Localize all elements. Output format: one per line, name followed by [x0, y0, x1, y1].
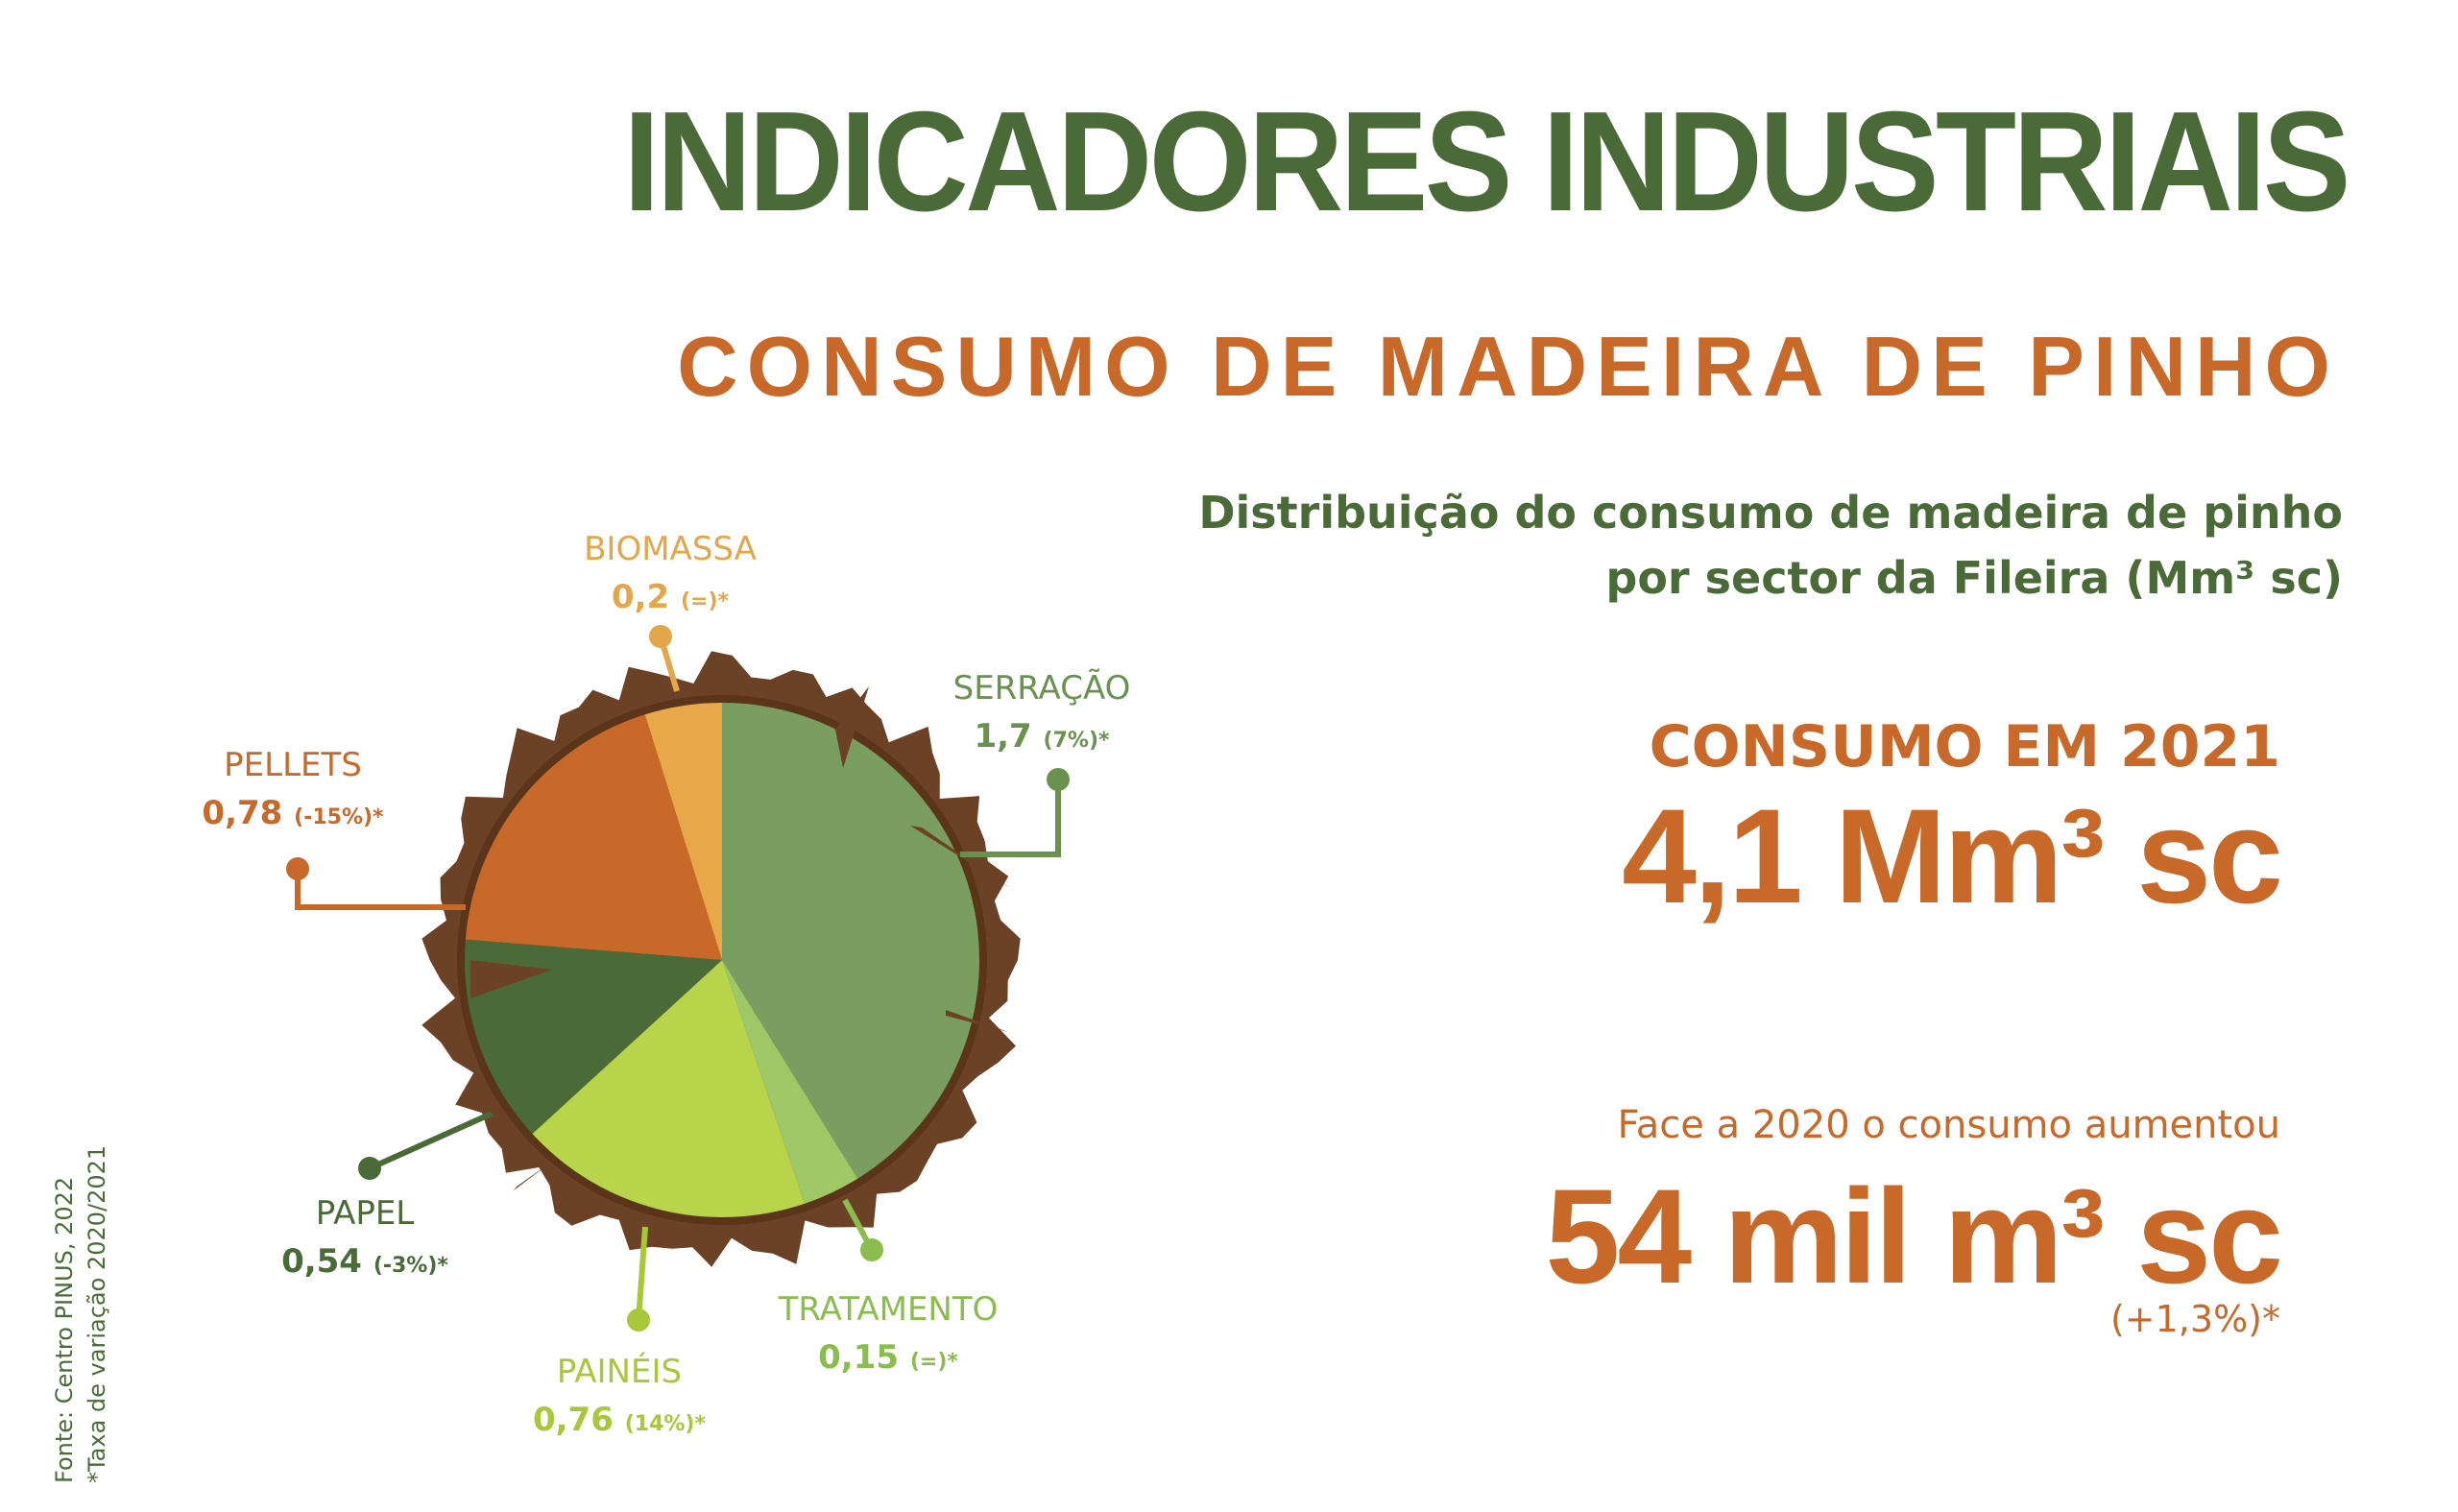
leader-line-4 [295, 869, 466, 910]
pie-slice-1 [722, 960, 858, 1204]
pie-chart: SERRAÇÃO 1,7 (7%)* TRATAMENTO 0,15 (=)* PAIN… [202, 530, 1131, 1439]
slice-value-label-2: 0,76 (14%)* [533, 1401, 707, 1439]
leader-dot-2 [627, 1308, 650, 1332]
main-title: INDICADORES INDUSTRIAIS [623, 83, 2350, 241]
leader-line-2 [636, 1226, 648, 1321]
slice-name-label-2: PAINÉIS [557, 1352, 682, 1391]
bark-crack-1 [835, 686, 869, 768]
leader-line-0 [960, 780, 1061, 857]
bark-crack-4 [514, 1162, 552, 1190]
slice-value-1: 0,15 [818, 1338, 910, 1377]
slice-value-label-3: 0,54 (-3%)* [281, 1242, 448, 1281]
slice-value-4: 0,78 [202, 794, 294, 832]
slice-value-label-1: 0,15 (=)* [818, 1338, 958, 1377]
slice-name-label-0: SERRAÇÃO [953, 669, 1131, 708]
slice-name-label-3: PAPEL [316, 1194, 415, 1233]
slice-name-label-1: TRATAMENTO [778, 1290, 999, 1329]
face-variation: (+1,3%)* [2109, 1298, 2280, 1340]
pie-slice-0 [722, 703, 979, 1179]
slice-value-2: 0,76 [533, 1401, 625, 1439]
slice-variation-5: (=)* [681, 589, 730, 613]
slice-value-0: 1,7 [974, 717, 1043, 756]
leader-dot-5 [649, 625, 672, 648]
description-line-2: por sector da Fileira (Mm³ sc) [1605, 552, 2343, 604]
slice-variation-2: (14%)* [625, 1412, 707, 1436]
subtitle: CONSUMO DE MADEIRA DE PINHO [677, 319, 2339, 414]
slice-variation-1: (=)* [910, 1350, 959, 1374]
slice-value-5: 0,2 [612, 578, 681, 616]
pie-slice-5 [644, 703, 722, 960]
consumo-value: 4,1 Mm³ sc [1622, 780, 2283, 931]
pie-slice-4 [465, 714, 722, 960]
pie-slice-2 [532, 960, 806, 1218]
slice-value-label-4: 0,78 (-15%)* [202, 794, 384, 832]
slice-name-label-5: BIOMASSA [584, 530, 757, 568]
leader-dot-1 [860, 1238, 883, 1261]
pie-slice-3 [464, 939, 722, 1135]
face-value: 54 mil m³ sc [1545, 1161, 2283, 1311]
slice-variation-4: (-15%)* [294, 805, 384, 829]
leader-dot-4 [286, 857, 309, 880]
face-label: Face a 2020 o consumo aumentou [1617, 1103, 2280, 1147]
bark-crack-3 [470, 960, 552, 998]
slice-name-label-4: PELLETS [224, 746, 362, 784]
description-line-1: Distribuição do consumo de madeira de pi… [1198, 487, 2343, 539]
slice-variation-3: (-3%)* [374, 1254, 449, 1278]
slice-value-3: 0,54 [281, 1242, 374, 1281]
chart-description: Distribuição do consumo de madeira de pi… [1198, 480, 2343, 611]
leader-dot-0 [1047, 768, 1070, 791]
leader-dot-3 [358, 1157, 381, 1180]
slice-value-label-0: 1,7 (7%)* [974, 717, 1110, 756]
slice-value-label-5: 0,2 (=)* [612, 578, 730, 616]
leader-line-3 [368, 1111, 494, 1171]
bark-crack-2 [946, 1010, 1008, 1032]
slice-variation-0: (7%)* [1044, 729, 1110, 753]
consumo-label: CONSUMO EM 2021 [1649, 713, 2280, 780]
